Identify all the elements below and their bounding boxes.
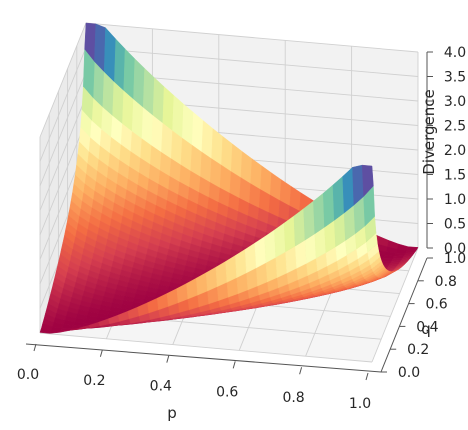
z-tick-label: 0.5 (444, 217, 466, 233)
surface-patch (361, 164, 374, 198)
p-tick (99, 349, 103, 357)
p-tick-label: 0.6 (216, 384, 238, 400)
z-tick-label: 2.5 (444, 119, 466, 135)
p-tick-label: 0.2 (83, 373, 105, 389)
p-axis-line (25, 343, 382, 373)
z-tick-label: 2.0 (444, 143, 466, 159)
p-tick-label: 0.0 (17, 367, 39, 383)
q-tick-label: 0.4 (416, 319, 438, 335)
p-tick-label: 0.8 (282, 390, 304, 406)
p-tick (365, 372, 369, 381)
z-tick-label: 4.0 (444, 45, 466, 61)
z-tick-label: 3.5 (444, 70, 466, 86)
surface-patch (381, 258, 394, 262)
p-tick-label: 0.4 (150, 379, 172, 395)
z-tick-label: 3.0 (444, 94, 466, 110)
tick-labels: 0.0 0.2 0.4 0.6 0.8 1.00.00.20.40.60.81.00.00… (17, 45, 466, 412)
q-tick-label: 1.0 (444, 251, 466, 267)
grid-line-p (371, 247, 419, 363)
z-tick-label: 1.5 (444, 168, 466, 184)
z-axis-label: Divergence (420, 89, 438, 174)
p-tick-label: 1.0 (349, 396, 371, 412)
q-tick-label: 0.2 (407, 342, 429, 358)
y-axis-label: q (421, 320, 431, 338)
q-tick-label: 0.8 (435, 274, 457, 290)
q-tick-label: 0.6 (425, 297, 447, 313)
p-tick (166, 355, 170, 363)
z-tick-label: 1.0 (444, 192, 466, 208)
z-tick-label: 0.0 (444, 241, 466, 257)
surface-patch (382, 255, 395, 259)
q-tick-label: 0.0 (398, 365, 420, 381)
p-tick (33, 343, 37, 352)
surface-plot (39, 22, 419, 334)
p-tick (299, 367, 303, 375)
x-axis-label: p (167, 404, 177, 422)
p-tick (232, 361, 236, 369)
grid-line-q (39, 332, 373, 363)
q-axis-line (380, 257, 428, 373)
